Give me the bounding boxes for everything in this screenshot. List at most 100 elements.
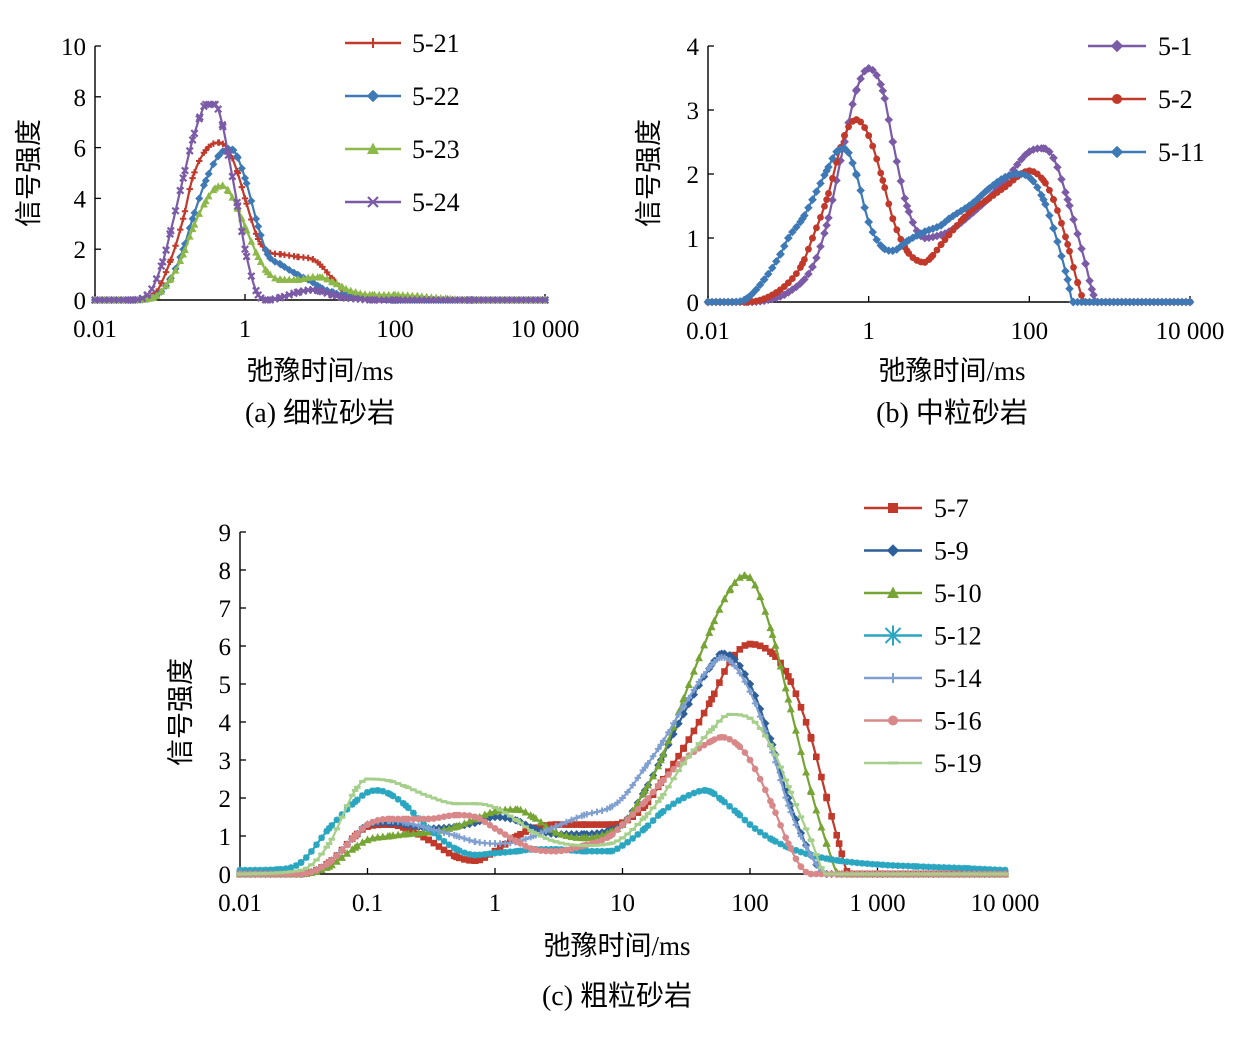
data-point — [808, 262, 817, 272]
data-point — [471, 851, 479, 859]
data-point — [445, 849, 453, 857]
data-point — [813, 224, 820, 232]
data-point — [593, 838, 601, 846]
legend-marker — [367, 196, 379, 208]
data-point — [399, 800, 407, 807]
data-point — [598, 836, 606, 844]
data-point — [825, 190, 832, 197]
data-point — [313, 841, 320, 849]
data-point — [864, 860, 871, 868]
data-point — [889, 862, 897, 869]
data-point — [904, 862, 912, 870]
data-point — [369, 787, 376, 795]
data-point — [501, 831, 509, 838]
data-point — [807, 870, 815, 878]
data-point — [900, 194, 910, 203]
data-point — [491, 849, 499, 857]
data-point — [257, 866, 264, 874]
y-axis-label: 信号强度 — [166, 658, 196, 766]
data-point — [833, 831, 840, 839]
data-point — [180, 215, 187, 222]
data-point — [234, 169, 241, 177]
data-point — [338, 853, 346, 861]
data-point — [816, 179, 825, 188]
data-point — [189, 174, 196, 182]
data-point — [781, 683, 790, 692]
data-point — [460, 819, 469, 827]
data-point — [804, 269, 813, 279]
data-point — [385, 831, 394, 840]
data-point — [649, 788, 657, 796]
data-point — [1017, 169, 1026, 179]
data-point — [568, 845, 575, 853]
data-point — [598, 821, 606, 828]
data-point — [394, 796, 402, 803]
data-point — [746, 756, 754, 764]
data-point — [415, 822, 422, 830]
data-point — [715, 605, 724, 613]
data-point — [889, 215, 897, 223]
data-point — [736, 646, 744, 653]
data-point — [776, 661, 785, 670]
data-point — [766, 623, 775, 632]
legend-item-5-24: 5-24 — [345, 188, 460, 217]
data-point — [440, 813, 448, 820]
data-point — [856, 74, 865, 83]
legend-marker — [1112, 94, 1122, 104]
data-point — [247, 196, 256, 205]
data-point — [761, 607, 770, 615]
data-point — [824, 213, 833, 223]
data-point — [828, 154, 837, 163]
data-point — [656, 755, 665, 764]
data-point — [828, 195, 837, 205]
data-point — [401, 829, 410, 838]
data-point — [242, 252, 251, 261]
data-point — [557, 830, 566, 838]
data-point — [1085, 276, 1094, 286]
data-point — [166, 229, 174, 238]
data-point — [902, 236, 912, 246]
data-point — [785, 802, 792, 809]
data-point — [949, 226, 957, 234]
legend-label: 5-2 — [1158, 85, 1193, 114]
data-point — [802, 767, 811, 776]
data-point — [162, 246, 171, 255]
data-point — [1025, 147, 1034, 156]
data-point — [703, 297, 713, 307]
data-point — [238, 183, 246, 191]
data-point — [386, 815, 394, 823]
data-point — [496, 849, 504, 856]
data-point — [218, 120, 227, 129]
data-point — [649, 771, 658, 780]
data-point — [782, 794, 789, 801]
series-line — [240, 574, 1005, 876]
legend-label: 5-23 — [412, 135, 460, 164]
data-point — [835, 840, 843, 847]
y-axis-label: 信号强度 — [634, 119, 664, 227]
data-point — [726, 803, 733, 810]
data-point — [1049, 153, 1058, 163]
x-tick-label: 0.01 — [73, 316, 117, 343]
data-point — [471, 857, 479, 864]
data-point — [807, 733, 815, 741]
data-point — [1045, 147, 1054, 156]
data-point — [983, 196, 991, 204]
data-point — [726, 735, 733, 743]
data-point — [792, 846, 800, 854]
data-point — [318, 834, 325, 842]
data-point — [507, 834, 514, 841]
data-point — [276, 293, 285, 302]
data-point — [496, 828, 504, 835]
legend-item-5-22: 5-22 — [345, 82, 460, 111]
data-point — [813, 753, 820, 761]
data-point — [751, 765, 759, 773]
data-point — [316, 261, 324, 268]
data-point — [812, 187, 821, 196]
series-5-2 — [704, 116, 1194, 306]
data-point — [374, 787, 381, 794]
data-point — [983, 185, 992, 195]
data-point — [471, 813, 479, 821]
data-point — [746, 640, 754, 648]
data-point — [711, 690, 718, 698]
data-point — [629, 811, 636, 818]
